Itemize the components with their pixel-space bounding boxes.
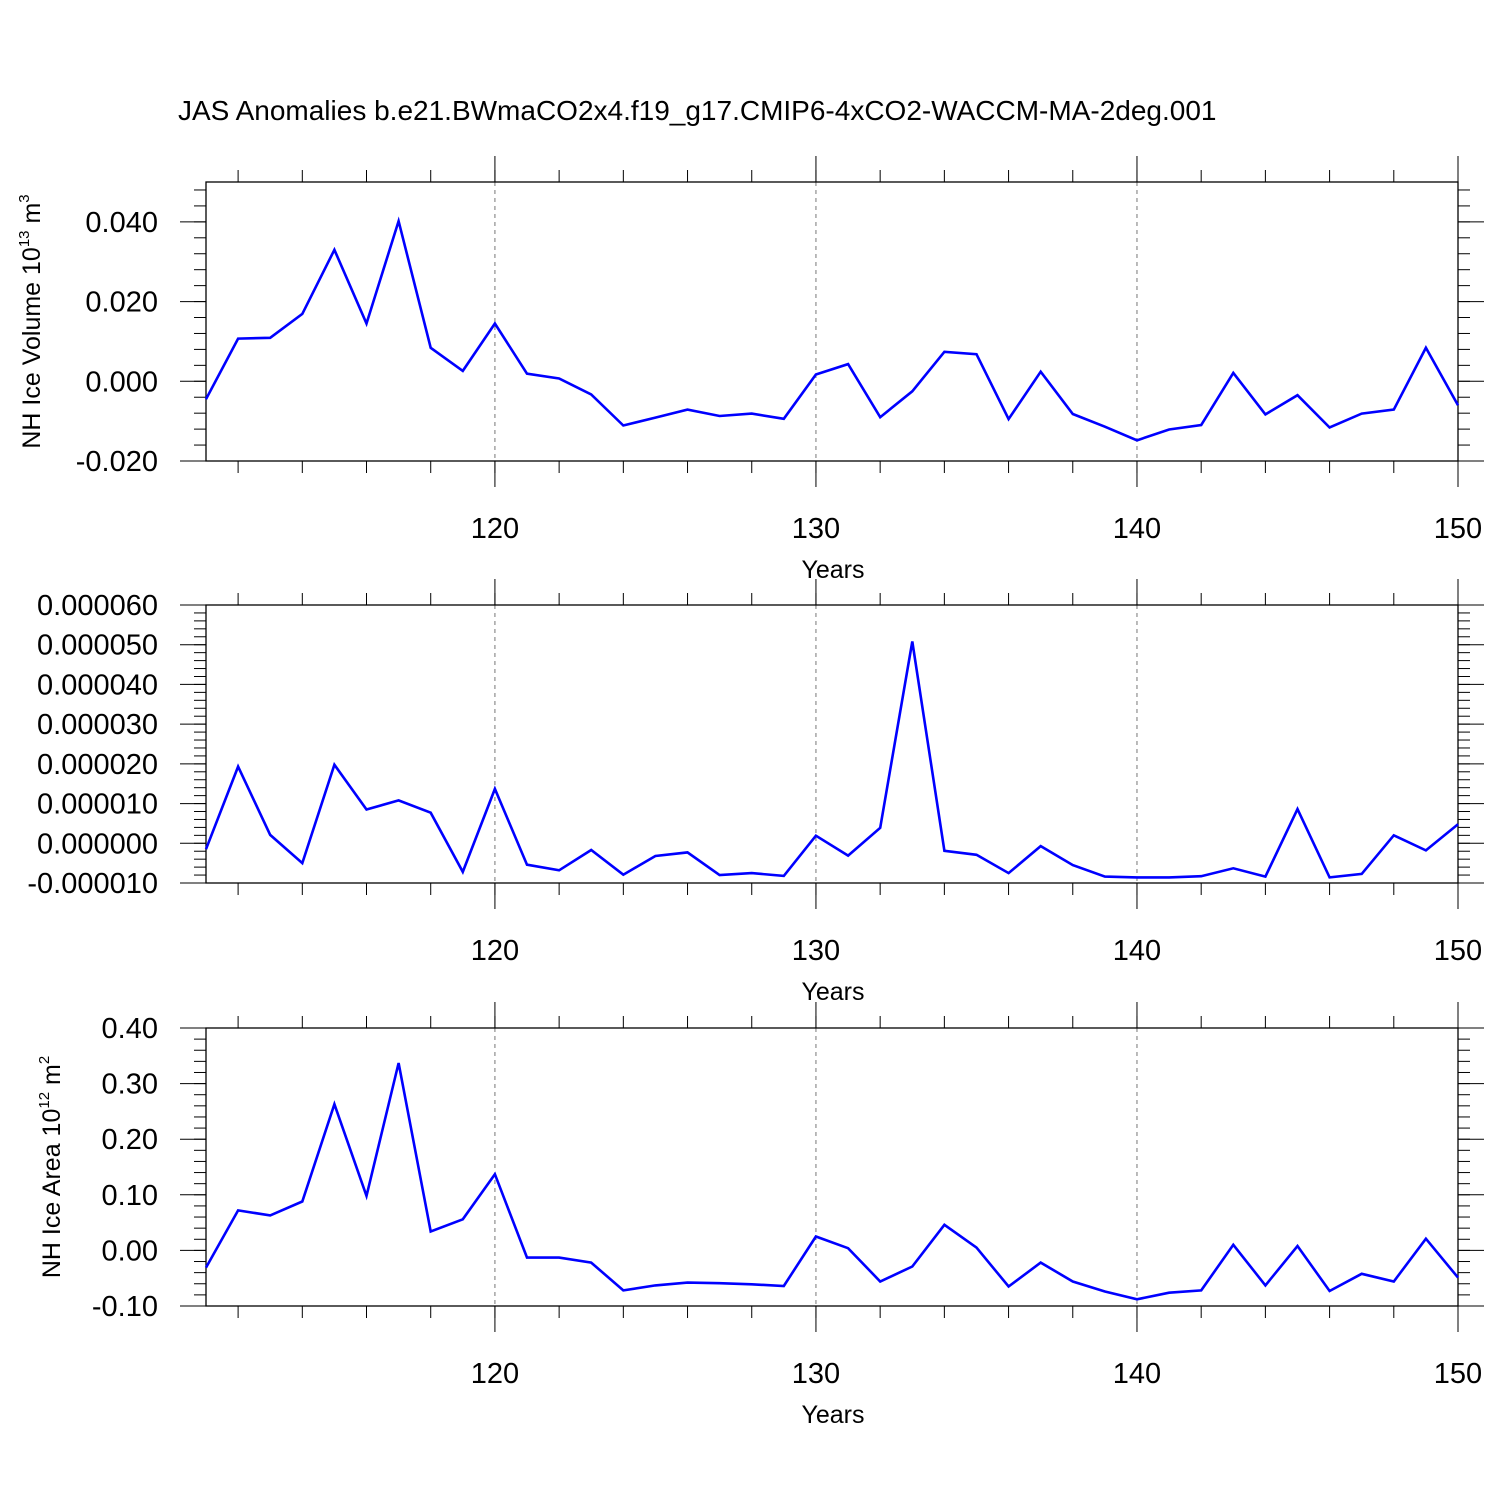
x-tick-label: 140 <box>1113 1358 1161 1390</box>
plot-frame <box>205 604 1459 884</box>
y-tick-label: -0.10 <box>92 1291 158 1323</box>
x-tick-label: 130 <box>792 513 840 545</box>
y-axis-label: NH Ice Area 1012 m2 <box>36 1056 66 1278</box>
y-tick-label: 0.10 <box>102 1180 158 1212</box>
plot-frame <box>205 181 1459 462</box>
x-axis-label: Years <box>801 556 864 584</box>
panel-ice-volume: 120 130 140 150 0.040 0.020 0.000 -0.020 Years NH… <box>16 156 1484 584</box>
y-tick-label: 0.40 <box>102 1013 158 1045</box>
y-axis-label: NH Ice Volume 1013 m3 <box>16 194 46 448</box>
y-tick-label: 0.00 <box>102 1235 158 1267</box>
y-tick-label: 0.000020 <box>37 749 158 781</box>
y-tick-label: 0.000010 <box>37 789 158 821</box>
y-axis-label-text: NH Ice Volume 10 <box>18 247 46 449</box>
panel-ice-area: 120 130 140 150 0.40 0.30 0.20 0.10 0.00 -0.10 Yea… <box>36 1002 1484 1429</box>
x-axis-label: Years <box>801 978 864 1006</box>
x-tick-label: 120 <box>471 1358 519 1390</box>
series-line-ice-area <box>204 1062 1460 1301</box>
y-axis-label-text: NH Ice Area 10 <box>38 1109 66 1279</box>
x-tick-label: 150 <box>1434 513 1482 545</box>
series-line-ice-flux <box>204 641 1459 879</box>
y-tick-label: 0.000050 <box>37 630 158 662</box>
y-tick-label: 0.040 <box>85 207 158 239</box>
y-tick-label: 0.000 <box>85 366 158 398</box>
x-tick-label: 140 <box>1113 935 1161 967</box>
y-axis-label-unit: m <box>18 203 46 231</box>
y-tick-label: 0.000030 <box>37 709 158 741</box>
x-tick-label: 120 <box>471 935 519 967</box>
y-axis-label-exponent: 12 <box>36 1092 53 1109</box>
y-tick-label: 0.000060 <box>37 590 158 622</box>
x-tick-label: 150 <box>1434 1358 1482 1390</box>
x-tick-label: 120 <box>471 513 519 545</box>
x-tick-label: 130 <box>792 1358 840 1390</box>
panels-group: 120 130 140 150 0.040 0.020 0.000 -0.020 Years NH… <box>16 156 1484 1429</box>
y-axis-label-unit-exponent: 3 <box>16 194 33 202</box>
y-tick-label: 0.30 <box>102 1069 158 1101</box>
y-tick-label: 0.020 <box>85 287 158 319</box>
series-line-ice-volume <box>204 216 1460 442</box>
x-axis-label: Years <box>801 1401 864 1429</box>
y-tick-label: -0.020 <box>76 446 158 478</box>
plot-frame <box>205 1027 1459 1307</box>
x-tick-label: 140 <box>1113 513 1161 545</box>
y-tick-label: 0.20 <box>102 1124 158 1156</box>
y-tick-label: 0.000000 <box>37 828 158 860</box>
y-tick-label: 0.000040 <box>37 669 158 701</box>
y-tick-label: -0.000010 <box>27 868 158 900</box>
y-axis-label-exponent: 13 <box>16 230 33 247</box>
x-tick-label: 150 <box>1434 935 1482 967</box>
y-axis-label-unit-exponent: 2 <box>36 1056 53 1064</box>
panel-ice-flux: 120 130 140 150 0.000060 0.000050 0.000040 0.00… <box>27 579 1484 1006</box>
y-axis-label-unit: m <box>38 1064 66 1092</box>
figure-title: JAS Anomalies b.e21.BWmaCO2x4.f19_g17.CM… <box>178 95 1217 126</box>
x-tick-label: 130 <box>792 935 840 967</box>
